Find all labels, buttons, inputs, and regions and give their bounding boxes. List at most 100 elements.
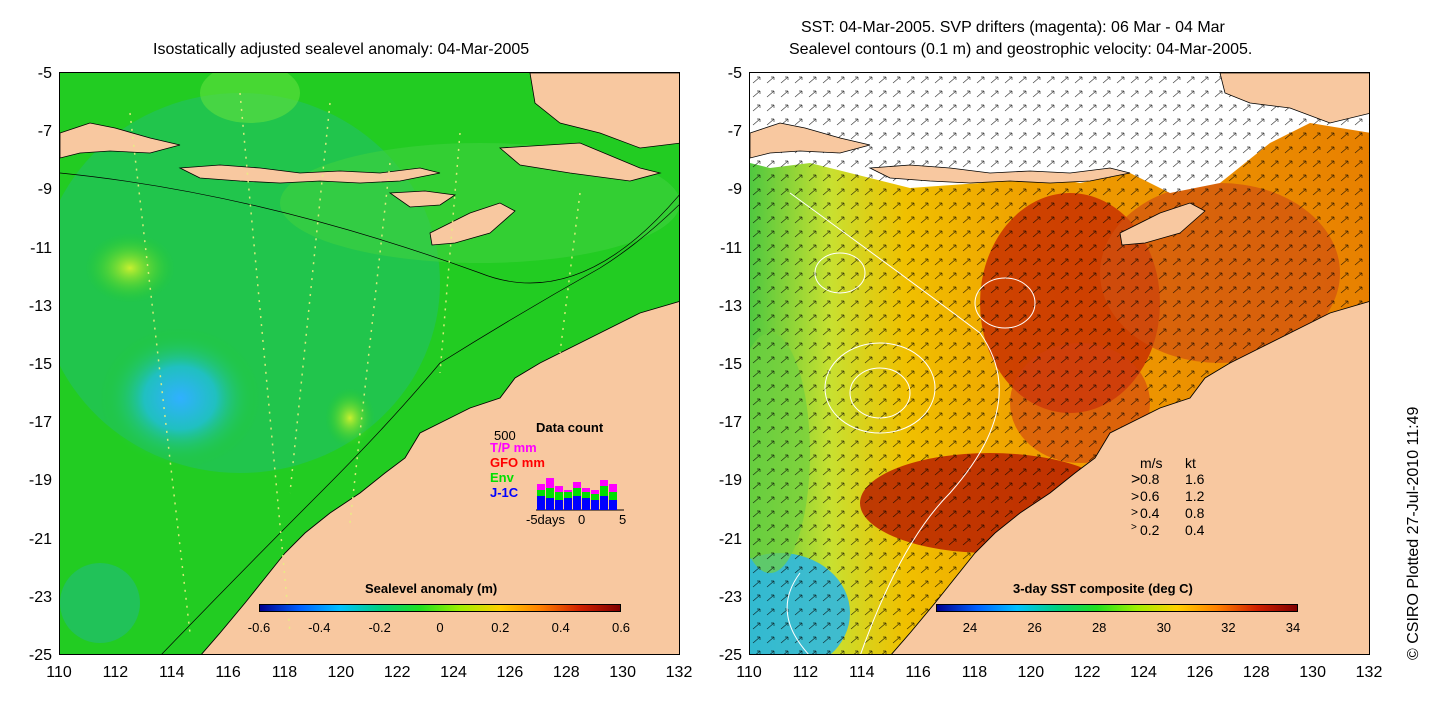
latitude-tick-label: -21 [28,530,52,548]
latitude-tick-label: -25 [718,647,742,664]
velocity-legend-kt: 1.2 [1185,488,1205,504]
latitude-tick-label: -7 [727,123,742,141]
latitude-tick-label: -19 [28,472,52,490]
velocity-legend-ms: 0.8 [1140,471,1160,487]
data-count-x-mid: 0 [578,512,586,527]
right-title-line2: Sealevel contours (0.1 m) and geostrophi… [789,41,1253,58]
velocity-arrow-icon: > [1131,522,1137,533]
java-land [60,122,181,159]
latitude-tick-label: -25 [28,647,52,664]
latitude-tick-label: -7 [37,123,52,141]
latitude-tick-label: -13 [28,297,52,315]
longitude-tick-label: 126 [496,664,524,681]
velocity-legend-ms: 0.4 [1140,505,1160,521]
sst-colorbar-tick: 26 [1027,620,1042,635]
australia-land [201,301,679,654]
sst-colorbar-tick: 28 [1091,620,1107,635]
longitude-tick-label: 122 [383,664,411,681]
longitude-tick-label: 114 [848,664,875,681]
data-count-title: Data count [536,420,604,435]
plot-credit: © CSIRO Plotted 27-Jul-2010 11:49 [1405,406,1422,660]
sealevel-colorbar-tick: -0.6 [247,620,271,635]
longitude-tick-label: 120 [1017,664,1045,681]
velocity-legend-kt: 0.4 [1185,522,1205,538]
velocity-legend-kt-header: kt [1185,455,1196,471]
lesser-sunda-islands [178,164,441,184]
sealevel-colorbar-tick: -0.2 [368,620,391,635]
data-count-legend-item: J-1C [490,485,519,500]
sealevel-colorbar-tick: 0.4 [551,620,570,635]
velocity-arrow-icon: > [1131,488,1140,504]
sst-colorbar [936,604,1298,612]
latitude-tick-label: -17 [28,414,52,432]
low-anomaly-eddy [100,328,260,468]
longitude-tick-label: 124 [1130,664,1157,681]
right-title-line1: SST: 04-Mar-2005. SVP drifters (magenta)… [801,19,1225,36]
bar-stack [537,478,617,510]
latitude-tick-label: -11 [30,239,52,257]
data-count-max: 500 [494,428,516,443]
sealevel-colorbar-tick: -0.4 [308,620,331,635]
latitude-tick-label: -23 [718,588,742,606]
longitude-tick-label: 114 [158,664,185,681]
longitude-tick-label: 132 [1355,664,1383,681]
longitude-tick-label: 118 [961,664,988,681]
data-count-legend-item: Env [490,470,514,485]
latitude-tick-label: -11 [720,239,742,257]
latitude-tick-label: -15 [718,356,742,373]
longitude-tick-label: 126 [1186,664,1214,681]
data-count-legend-item: T/P mm [490,440,537,455]
sst-map-svg [750,73,1369,654]
latitude-tick-label: -13 [718,297,742,315]
sealevel-contours [786,192,1036,654]
data-count-legend-item: GFO mm [490,455,545,470]
sst-colorbar-label: 3-day SST composite (deg C) [1013,581,1193,596]
velocity-legend-kt: 0.8 [1185,505,1205,521]
latitude-tick-label: -21 [718,530,742,548]
longitude-tick-label: 128 [552,664,580,681]
longitude-tick-label: 128 [1242,664,1270,681]
latitude-tick-label: -5 [727,65,742,82]
velocity-legend-kt: 1.6 [1185,471,1205,487]
sealevel-colorbar-tick: 0.6 [611,620,631,635]
longitude-tick-label: 116 [215,664,241,681]
longitude-tick-label: 130 [609,664,636,681]
longitude-tick-label: 122 [1073,664,1101,681]
velocity-legend-ms: 0.6 [1140,488,1160,504]
longitude-tick-label: 120 [327,664,355,681]
data-count-x-left: -5days [526,512,566,527]
latitude-tick-label: -23 [28,588,52,606]
longitude-tick-label: 130 [1299,664,1326,681]
sst-map [749,72,1370,655]
timor-land [429,202,516,246]
sst-colorbar-tick: 24 [962,620,978,635]
latitude-tick-label: -9 [37,181,52,199]
latitude-tick-label: -15 [28,356,52,373]
left-title: Isostatically adjusted sealevel anomaly:… [153,41,530,58]
longitude-tick-label: 124 [440,664,467,681]
sst-colorbar-tick: 34 [1285,620,1301,635]
data-count-inset: Data count 500 T/P mm GFO mm Env J-1C -5day… [490,420,640,530]
velocity-arrow-icon: > [1131,471,1141,488]
longitude-tick-label: 112 [102,664,129,681]
longitude-tick-label: 118 [271,664,298,681]
latitude-tick-label: -9 [727,181,742,199]
velocity-legend-ms: 0.2 [1140,522,1160,538]
sealevel-map-svg [60,73,679,654]
sealevel-colorbar-tick: 0 [436,620,444,635]
latitude-tick-label: -19 [718,472,742,490]
sst-colorbar-tick: 30 [1156,620,1172,635]
latitude-tick-label: -17 [718,414,742,432]
velocity-legend: m/s kt >0.8 1.6 >0.6 1.2 >0.4 0.8 >0.2 0.4 [1125,455,1235,545]
longitude-tick-label: 110 [46,664,72,681]
latitude-tick-label: -5 [37,65,52,82]
sealevel-map [59,72,680,655]
longitude-tick-label: 110 [736,664,762,681]
sealevel-colorbar [259,604,621,612]
longitude-tick-label: 116 [905,664,931,681]
data-count-x-right: 5 [619,512,627,527]
sealevel-colorbar-label: Sealevel anomaly (m) [365,581,498,596]
longitude-tick-label: 132 [665,664,693,681]
data-count-bars [536,478,624,511]
velocity-arrow-icon: > [1131,505,1139,519]
